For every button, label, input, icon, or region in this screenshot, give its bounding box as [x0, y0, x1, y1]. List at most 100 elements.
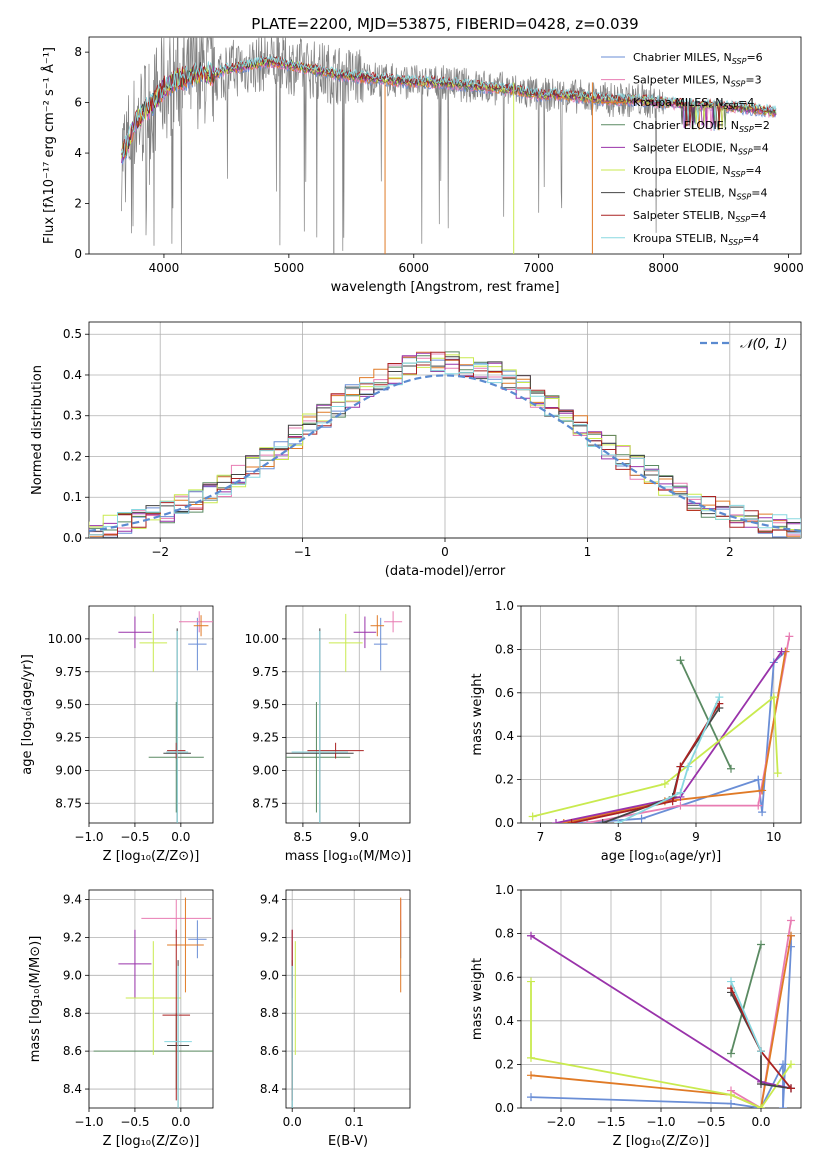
histogram-8 — [89, 361, 801, 538]
x-tick-label: 9.0 — [350, 830, 369, 844]
spectrum-lines — [121, 37, 777, 254]
legend-label: Chabrier MILES, N — [633, 51, 732, 64]
weight-line-8 — [617, 696, 721, 823]
weight-marker — [637, 814, 646, 823]
weight-marker — [614, 819, 623, 823]
legend-suffix: =4 — [738, 96, 754, 109]
y-tick-label: 0.0 — [495, 816, 514, 830]
y-tick-label: 8.8 — [260, 1006, 279, 1020]
y-axis-label: Normed distribution — [30, 365, 45, 495]
x-axis-label: Z [log₁₀(Z/Z⊙)] — [103, 849, 200, 864]
x-tick-label: 10 — [766, 830, 781, 844]
plot-frame — [88, 321, 802, 539]
weight-line-8 — [730, 981, 762, 1052]
y-tick-label: 2 — [74, 197, 82, 211]
weight-marker — [757, 1080, 765, 1089]
x-tick-label: −0.5 — [120, 830, 149, 844]
legend-label: Kroupa ELODIE, N — [633, 164, 731, 177]
weight-marker — [727, 1049, 735, 1058]
x-tick-label: 7 — [537, 830, 545, 844]
x-tick-label: 8 — [614, 830, 622, 844]
weight-marker — [552, 819, 560, 823]
y-axis-label: Flux [fλ10⁻¹⁷ erg cm⁻² s⁻¹ Å⁻¹] — [41, 47, 57, 244]
weight-lines — [528, 632, 794, 823]
x-tick-label: −2 — [151, 545, 169, 559]
plot-frame — [520, 605, 802, 824]
weight-marker — [527, 1071, 535, 1080]
weight-marker — [727, 1090, 735, 1099]
legend-sub: SSP — [735, 215, 750, 224]
weight-marker — [727, 764, 735, 773]
weight-marker — [660, 779, 669, 788]
weight-marker — [754, 801, 763, 810]
y-tick-label: 0.2 — [495, 1057, 514, 1071]
x-tick-label: 0.0 — [171, 1115, 190, 1129]
y-tick-label: 0.8 — [495, 642, 514, 656]
y-tick-label: 0.0 — [495, 1101, 514, 1115]
y-tick-label: 0.1 — [63, 490, 82, 504]
x-tick-label: 0.0 — [283, 1115, 302, 1129]
y-tick-label: 8.8 — [63, 1006, 82, 1020]
weight-line-1 — [730, 920, 792, 1108]
x-axis-label: mass [log₁₀(M/M⊙)] — [285, 849, 412, 864]
y-tick-label: 8.75 — [252, 796, 279, 810]
legend-sub: SSP — [731, 170, 746, 179]
legend-entry: Chabrier STELIB, NSSP=4 — [633, 187, 767, 202]
panel-6: 0.0 0.1 8.4 8.6 8.8 9.0 9.2 9.4 E(B-V) — [260, 889, 411, 1149]
weight-marker — [785, 632, 794, 641]
x-tick-label: 5000 — [274, 261, 305, 275]
weight-marker — [757, 1104, 765, 1108]
legend-label: Chabrier ELODIE, N — [633, 119, 739, 132]
weight-marker — [779, 1104, 787, 1108]
x-tick-label: 8000 — [648, 261, 679, 275]
y-tick-label: 8.4 — [63, 1082, 82, 1096]
legend-sub: SSP — [738, 147, 753, 156]
y-axis-label: age [log₁₀(age/yr)] — [20, 654, 35, 775]
error-bars — [93, 897, 213, 1108]
y-tick-label: 1.0 — [495, 883, 514, 897]
y-tick-label: 0.2 — [495, 773, 514, 787]
y-tick-label: 9.25 — [252, 731, 279, 745]
y-axis-label: mass [log₁₀(M/M⊙)] — [28, 936, 43, 1063]
plot-frame — [285, 889, 411, 1109]
weight-marker — [787, 916, 795, 925]
x-tick-label: −0.5 — [120, 1115, 149, 1129]
plot-frame — [88, 605, 214, 824]
legend-label: Salpeter ELODIE, N — [633, 141, 738, 154]
y-tick-label: 1.0 — [495, 599, 514, 613]
x-tick-label: −2.0 — [546, 1115, 575, 1129]
x-axis-label: wavelength [Angstrom, rest frame] — [331, 280, 560, 295]
y-tick-label: 8 — [74, 45, 82, 59]
legend-suffix: =4 — [753, 141, 769, 154]
legend-entry: Salpeter STELIB, NSSP=4 — [633, 209, 766, 224]
panel-1: −2 −1 0 1 2 0.0 0.1 0.2 0.3 0.4 0.5 (data-model)/er… — [30, 321, 802, 579]
x-axis-label: age [log₁₀(age/yr)] — [601, 849, 722, 864]
weight-line-7 — [571, 703, 721, 823]
panel-2: −1.0 −0.5 0.0 8.75 9.00 9.25 9.50 9.75 10.00 Z [l… — [20, 605, 214, 864]
weight-marker — [527, 1093, 535, 1102]
y-tick-label: 9.00 — [252, 763, 279, 777]
model-spectrum-7 — [121, 55, 777, 155]
weight-marker — [676, 762, 685, 771]
chart-title: PLATE=2200, MJD=53875, FIBERID=0428, z=0… — [251, 15, 638, 33]
model-spectrum-5 — [121, 57, 777, 159]
x-tick-label: 7000 — [523, 261, 554, 275]
panel-4: 7 8 9 10 0.0 0.2 0.4 0.6 0.8 1.0 age [log₁₀(age/yr… — [470, 599, 802, 864]
weight-marker — [773, 769, 782, 778]
x-tick-label: 4000 — [149, 261, 180, 275]
x-axis-label: (data-model)/error — [385, 564, 506, 579]
legend-label: Kroupa MILES, N — [633, 96, 723, 109]
weight-marker — [715, 693, 724, 702]
y-tick-label: 9.50 — [252, 698, 279, 712]
weight-marker — [757, 1047, 765, 1056]
y-tick-label: 9.4 — [260, 892, 279, 906]
y-tick-label: 0.4 — [495, 729, 514, 743]
histograms — [89, 351, 801, 538]
x-tick-label: 0 — [441, 545, 449, 559]
panel-0: 4000 5000 6000 7000 8000 9000 0 2 4 6 8 wavelength … — [41, 15, 804, 295]
normal-curve — [89, 374, 801, 532]
weight-marker — [676, 656, 685, 665]
panel-7: −2.0 −1.5 −1.0 −0.5 0.0 0.0 0.2 0.4 0.6 0.8 1.0 Z [… — [470, 883, 802, 1149]
weight-marker — [668, 797, 677, 806]
weight-marker — [528, 812, 537, 821]
